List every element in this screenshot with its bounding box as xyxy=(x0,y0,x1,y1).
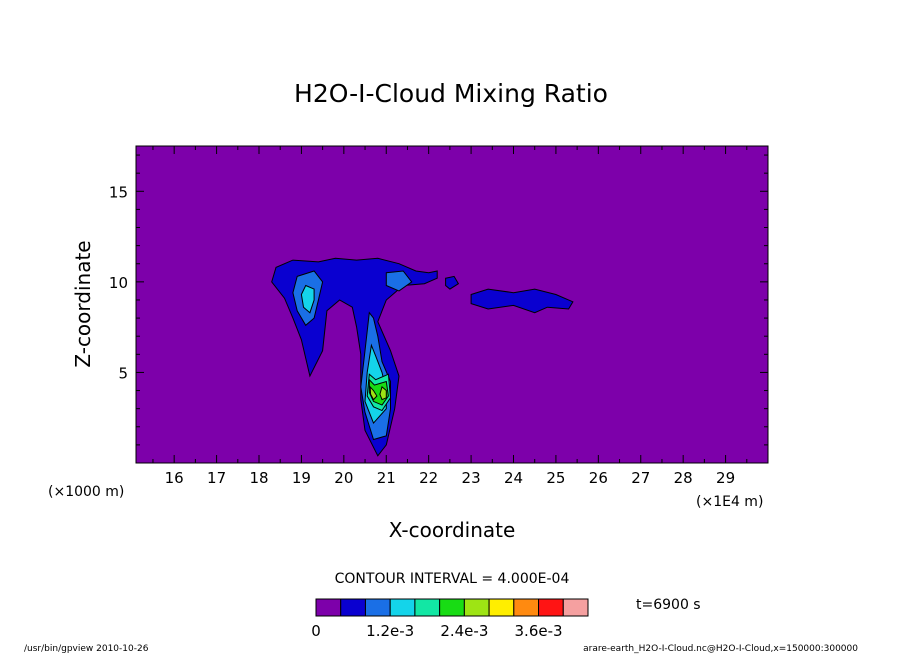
x-tick-label: 17 xyxy=(207,469,226,487)
x-tick-label: 16 xyxy=(165,469,184,487)
y-axis-unit: (×1000 m) xyxy=(48,484,124,500)
colorbar-swatch xyxy=(340,598,366,617)
x-axis-unit: (×1E4 m) xyxy=(696,494,763,510)
cloud-contours xyxy=(271,257,574,457)
x-tick-label: 21 xyxy=(377,469,396,487)
colorbar-swatch xyxy=(389,598,416,617)
x-tick-label: 28 xyxy=(674,469,693,487)
x-axis-label: X-coordinate xyxy=(389,518,516,542)
colorbar-swatch xyxy=(488,598,515,617)
footer-right: arare-earth_H2O-I-Cloud.nc@H2O-I-Cloud,x… xyxy=(583,644,858,654)
colorbar-tick-label: 2.4e-3 xyxy=(440,622,488,640)
chart-title: H2O-I-Cloud Mixing Ratio xyxy=(294,79,608,108)
x-tick-label: 27 xyxy=(631,469,650,487)
y-axis-label: Z-coordinate xyxy=(71,240,95,367)
contour-interval-label: CONTOUR INTERVAL = 4.000E-04 xyxy=(335,571,570,587)
y-tick-label: 10 xyxy=(109,274,128,292)
x-tick-label: 19 xyxy=(292,469,311,487)
colorbar-tick-label: 1.2e-3 xyxy=(366,622,414,640)
y-axis-ticks: 5 10 15 xyxy=(109,154,768,446)
plot-background xyxy=(136,146,768,463)
colorbar-swatch xyxy=(513,598,540,617)
contour-region-level-1 xyxy=(470,288,574,314)
colorbar-swatch xyxy=(439,598,465,617)
colorbar-tick-label: 3.6e-3 xyxy=(515,622,563,640)
colorbar-swatch xyxy=(315,598,342,617)
contour-region-level-6 xyxy=(379,386,387,401)
y-tick-label: 15 xyxy=(109,183,128,201)
contour-region-level-3 xyxy=(300,284,315,314)
colorbar-swatch xyxy=(364,598,391,617)
x-tick-label: 18 xyxy=(249,469,268,487)
colorbar-swatch xyxy=(562,598,589,617)
x-tick-label: 26 xyxy=(589,469,608,487)
x-tick-label: 20 xyxy=(334,469,353,487)
x-tick-label: 25 xyxy=(546,469,565,487)
time-label: t=6900 s xyxy=(636,597,701,613)
colorbar xyxy=(315,598,589,617)
x-tick-label: 22 xyxy=(419,469,438,487)
contour-region-level-6 xyxy=(369,385,378,401)
colorbar-labels: 0 1.2e-3 2.4e-3 3.6e-3 xyxy=(311,622,562,640)
colorbar-swatch xyxy=(538,598,564,617)
contour-region-level-2 xyxy=(385,270,413,292)
colorbar-tick-label: 0 xyxy=(311,622,321,640)
plot-frame xyxy=(135,145,769,464)
colorbar-swatch xyxy=(414,598,441,617)
x-tick-label: 23 xyxy=(462,469,481,487)
colorbar-swatch xyxy=(463,598,490,617)
footer-left: /usr/bin/gpview 2010-10-26 xyxy=(24,644,149,654)
plot-area xyxy=(135,145,769,464)
x-tick-label: 24 xyxy=(504,469,523,487)
y-tick-label: 5 xyxy=(118,364,128,382)
contour-region-level-1 xyxy=(445,275,460,290)
x-tick-label: 29 xyxy=(716,469,735,487)
x-axis-ticks: 16 17 18 19 20 21 22 23 24 25 26 27 28 29 xyxy=(152,146,748,487)
